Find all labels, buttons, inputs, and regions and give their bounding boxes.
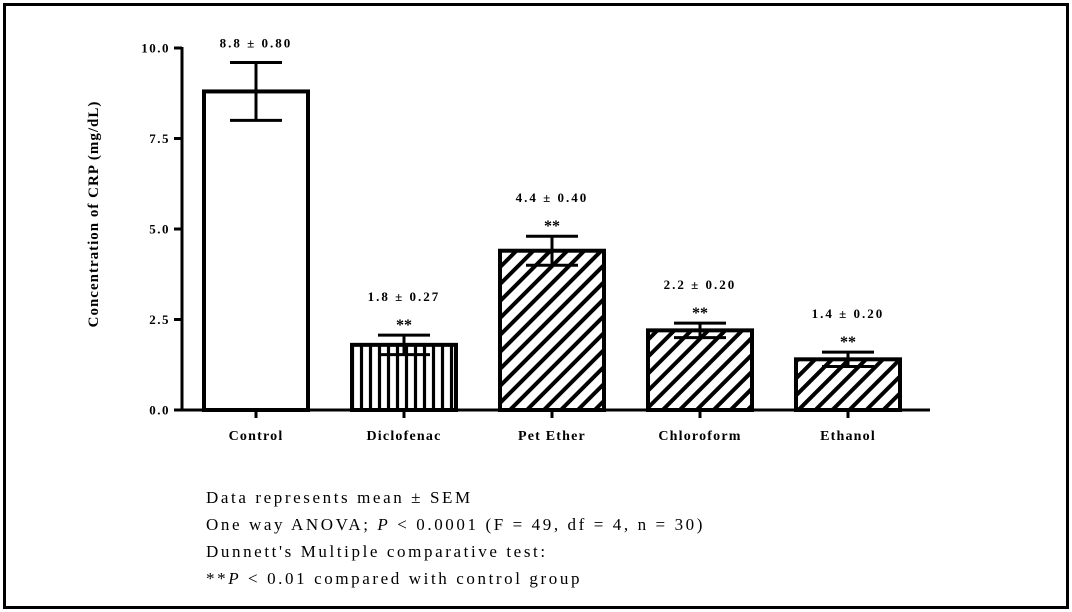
note-line-1: Data represents mean ± SEM — [206, 488, 473, 507]
y-tick-label-3: 7.5 — [149, 131, 170, 146]
significance-label-1: ** — [396, 317, 412, 334]
value-label-1: 1.8 ± 0.27 — [368, 289, 441, 304]
note-line-2: One way ANOVA; P < 0.0001 (F = 49, df = … — [206, 515, 706, 534]
figure-frame: 0.0 2.5 5.0 7.5 10.0 Control 8.8 ± 0.80 Diclof… — [3, 3, 1069, 609]
value-label-4: 1.4 ± 0.20 — [812, 306, 885, 321]
y-axis-label: Concentration of CRP (mg/dL) — [86, 101, 102, 328]
y-tick-label-1: 2.5 — [149, 312, 170, 327]
y-tick-label-2: 5.0 — [149, 222, 170, 237]
category-label-0: Control — [229, 429, 284, 444]
chart-labels: Control 8.8 ± 0.80 Diclofenac ** 1.8 ± 0.27 P… — [220, 35, 885, 444]
crp-bar-chart: 0.0 2.5 5.0 7.5 10.0 Control 8.8 ± 0.80 Diclof… — [86, 35, 930, 444]
category-label-3: Chloroform — [658, 429, 741, 444]
note-line-3: Dunnett's Multiple comparative test: — [206, 542, 548, 561]
bar-3 — [646, 328, 754, 412]
value-label-3: 2.2 ± 0.20 — [664, 277, 737, 292]
y-tick-label-0: 0.0 — [149, 403, 170, 418]
category-label-1: Diclofenac — [367, 429, 442, 444]
category-label-4: Ethanol — [820, 429, 876, 444]
statistics-notes: Data represents mean ± SEM One way ANOVA… — [206, 484, 705, 592]
bar-2 — [498, 248, 606, 412]
significance-label-3: ** — [692, 305, 708, 322]
significance-label-4: ** — [840, 334, 856, 351]
chart-bars — [202, 60, 902, 413]
value-label-0: 8.8 ± 0.80 — [220, 35, 293, 50]
category-label-2: Pet Ether — [518, 429, 586, 444]
y-tick-label-4: 10.0 — [141, 41, 170, 56]
value-label-2: 4.4 ± 0.40 — [516, 190, 589, 205]
bar-0 — [202, 89, 310, 412]
note-line-4: **P < 0.01 compared with control group — [206, 569, 583, 588]
significance-label-2: ** — [544, 218, 560, 235]
